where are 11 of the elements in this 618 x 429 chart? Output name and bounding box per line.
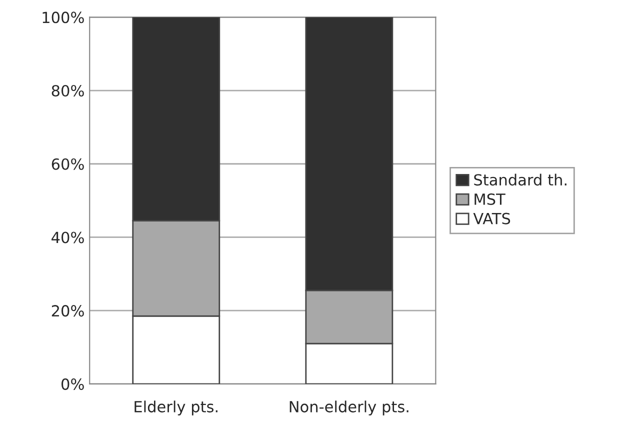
y-tick-label: 100% [42, 12, 84, 24]
legend-label: MST [474, 193, 506, 205]
x-tick-label: Elderly pts. [134, 400, 218, 416]
y-tick-label: 20% [52, 305, 84, 317]
y-tick-label: 80% [52, 84, 84, 97]
y-tick-label: 60% [52, 158, 84, 170]
legend-label: VATS [473, 212, 510, 224]
x-tick-label: Non-elderly pts. [290, 400, 408, 416]
y-tick-label: 0% [62, 378, 84, 390]
y-tick-label: 40% [52, 232, 84, 244]
legend-label: Standard th. [474, 174, 566, 186]
